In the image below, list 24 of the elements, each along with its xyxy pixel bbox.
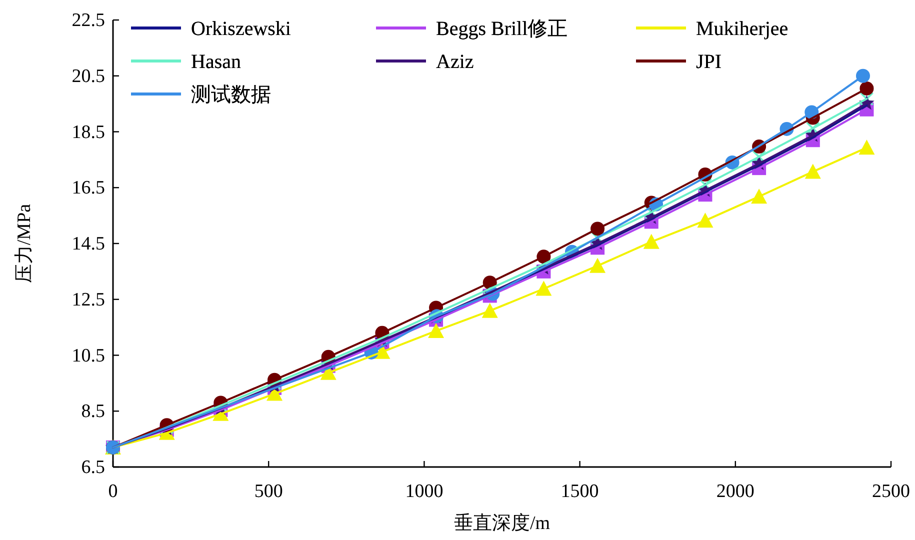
y-tick-label: 8.5 (81, 401, 105, 422)
y-axis-title: 压力/MPa (14, 203, 35, 284)
x-tick-label: 2500 (872, 481, 910, 502)
x-tick-label: 2000 (716, 481, 754, 502)
legend-text: Mukiherjee (696, 18, 788, 40)
x-tick-label: 500 (254, 481, 283, 502)
legend-text: Orkiszewski (191, 18, 291, 40)
y-tick-label: 6.5 (81, 457, 105, 478)
y-tick-label: 16.5 (72, 178, 105, 199)
x-axis-title: 垂直深度/m (454, 512, 550, 534)
y-tick-label: 10.5 (72, 345, 105, 366)
y-tick-label: 18.5 (72, 122, 105, 143)
y-tick-label: 20.5 (72, 66, 105, 87)
x-tick-label: 1000 (405, 481, 444, 502)
x-tick-label: 0 (108, 481, 118, 502)
legend-text: Hasan (191, 51, 241, 73)
legend-text: Beggs Brill修正 (436, 18, 568, 40)
y-tick-label: 22.5 (72, 10, 105, 31)
legend-text: JPI (696, 51, 722, 73)
y-tick-label: 12.5 (72, 289, 105, 310)
legend-text: 测试数据 (191, 84, 271, 106)
legend-text: Aziz (436, 51, 474, 73)
x-tick-label: 1500 (560, 481, 599, 502)
y-tick-label: 14.5 (72, 234, 105, 254)
